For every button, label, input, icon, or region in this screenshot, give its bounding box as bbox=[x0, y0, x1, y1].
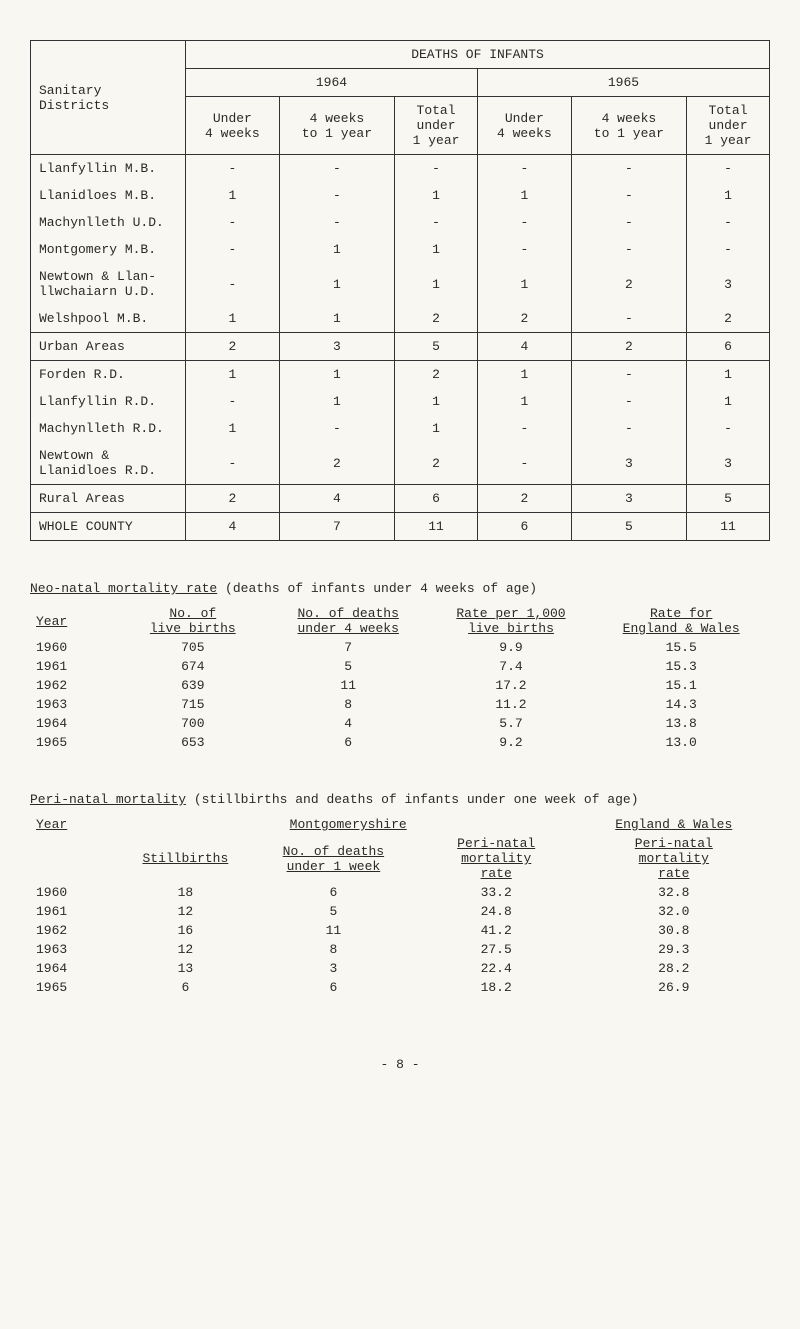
perinatal-title: Peri-natal mortality bbox=[30, 792, 186, 807]
table-row: Forden R.D.1121-1 bbox=[31, 361, 770, 389]
col-4wto1y-65: 4 weeks to 1 year bbox=[571, 97, 686, 155]
table-row: 196018633.232.8 bbox=[30, 883, 770, 902]
table-row: 1962161141.230.8 bbox=[30, 921, 770, 940]
table-row: 196167457.415.3 bbox=[30, 657, 770, 676]
perinatal-title-block: Peri-natal mortality (stillbirths and de… bbox=[30, 792, 770, 807]
col-livebirths: No. of live births bbox=[119, 604, 267, 638]
col-ew-perinatal-rate: Peri-natal mortality rate bbox=[578, 834, 770, 883]
table-row: Newtown & Llan- llwchaiarn U.D.-11123 bbox=[31, 263, 770, 305]
col-montgomeryshire: Montgomeryshire bbox=[119, 815, 578, 834]
col-sanitary: Sanitary Districts bbox=[31, 41, 186, 155]
rural-areas-row: Rural Areas 2 4 6 2 3 5 bbox=[31, 485, 770, 513]
table-row: 196413322.428.2 bbox=[30, 959, 770, 978]
col-rate1000: Rate per 1,000 live births bbox=[430, 604, 593, 638]
deaths-of-infants-table: Sanitary Districts DEATHS OF INFANTS 196… bbox=[30, 40, 770, 541]
table-row: Llanidloes M.B.1-11-1 bbox=[31, 182, 770, 209]
col-total-64: Total under 1 year bbox=[395, 97, 478, 155]
table-row: Montgomery M.B.-11--- bbox=[31, 236, 770, 263]
col-perinatal-rate: Peri-natal mortality rate bbox=[415, 834, 578, 883]
urban-areas-row: Urban Areas 2 3 5 4 2 6 bbox=[31, 333, 770, 361]
neonatal-title-rest: (deaths of infants under 4 weeks of age) bbox=[217, 581, 537, 596]
neonatal-table: Year No. of live births No. of deaths un… bbox=[30, 604, 770, 752]
col-year: Year bbox=[30, 604, 119, 638]
table-row: 196470045.713.8 bbox=[30, 714, 770, 733]
col-under4w-64: Under 4 weeks bbox=[186, 97, 280, 155]
header-1964: 1964 bbox=[186, 69, 478, 97]
table-row: 19626391117.215.1 bbox=[30, 676, 770, 695]
header-deaths: DEATHS OF INFANTS bbox=[186, 41, 770, 69]
table-row: Machynlleth U.D.------ bbox=[31, 209, 770, 236]
col-englandwales: England & Wales bbox=[578, 815, 770, 834]
table-row: 196312827.529.3 bbox=[30, 940, 770, 959]
col-under4w-65: Under 4 weeks bbox=[477, 97, 571, 155]
table-row: Llanfyllin R.D.-111-1 bbox=[31, 388, 770, 415]
table-row: 196112524.832.0 bbox=[30, 902, 770, 921]
table-row: 196565369.213.0 bbox=[30, 733, 770, 752]
page-number: - 8 - bbox=[30, 1057, 770, 1072]
col-year: Year bbox=[30, 815, 119, 883]
header-1965: 1965 bbox=[477, 69, 769, 97]
whole-county-row: WHOLE COUNTY 4 7 11 6 5 11 bbox=[31, 513, 770, 541]
perinatal-table: Year Montgomeryshire England & Wales Sti… bbox=[30, 815, 770, 997]
table-row: 19656618.226.9 bbox=[30, 978, 770, 997]
col-rate-ew: Rate for England & Wales bbox=[592, 604, 770, 638]
table-row: Machynlleth R.D.1-1--- bbox=[31, 415, 770, 442]
table-row: Llanfyllin M.B.------ bbox=[31, 155, 770, 183]
table-row: Newtown & Llanidloes R.D.-22-33 bbox=[31, 442, 770, 485]
neonatal-title-block: Neo-natal mortality rate (deaths of infa… bbox=[30, 581, 770, 596]
table-row: 196070579.915.5 bbox=[30, 638, 770, 657]
table-row: Welshpool M.B.1122-2 bbox=[31, 305, 770, 333]
col-stillbirths: Stillbirths bbox=[119, 834, 252, 883]
perinatal-title-rest: (stillbirths and deaths of infants under… bbox=[186, 792, 638, 807]
col-total-65: Total under 1 year bbox=[687, 97, 770, 155]
col-deaths4w: No. of deaths under 4 weeks bbox=[267, 604, 430, 638]
neonatal-title: Neo-natal mortality rate bbox=[30, 581, 217, 596]
col-deaths1w: No. of deaths under 1 week bbox=[252, 834, 415, 883]
col-4wto1y-64: 4 weeks to 1 year bbox=[279, 97, 394, 155]
table-row: 1963715811.214.3 bbox=[30, 695, 770, 714]
